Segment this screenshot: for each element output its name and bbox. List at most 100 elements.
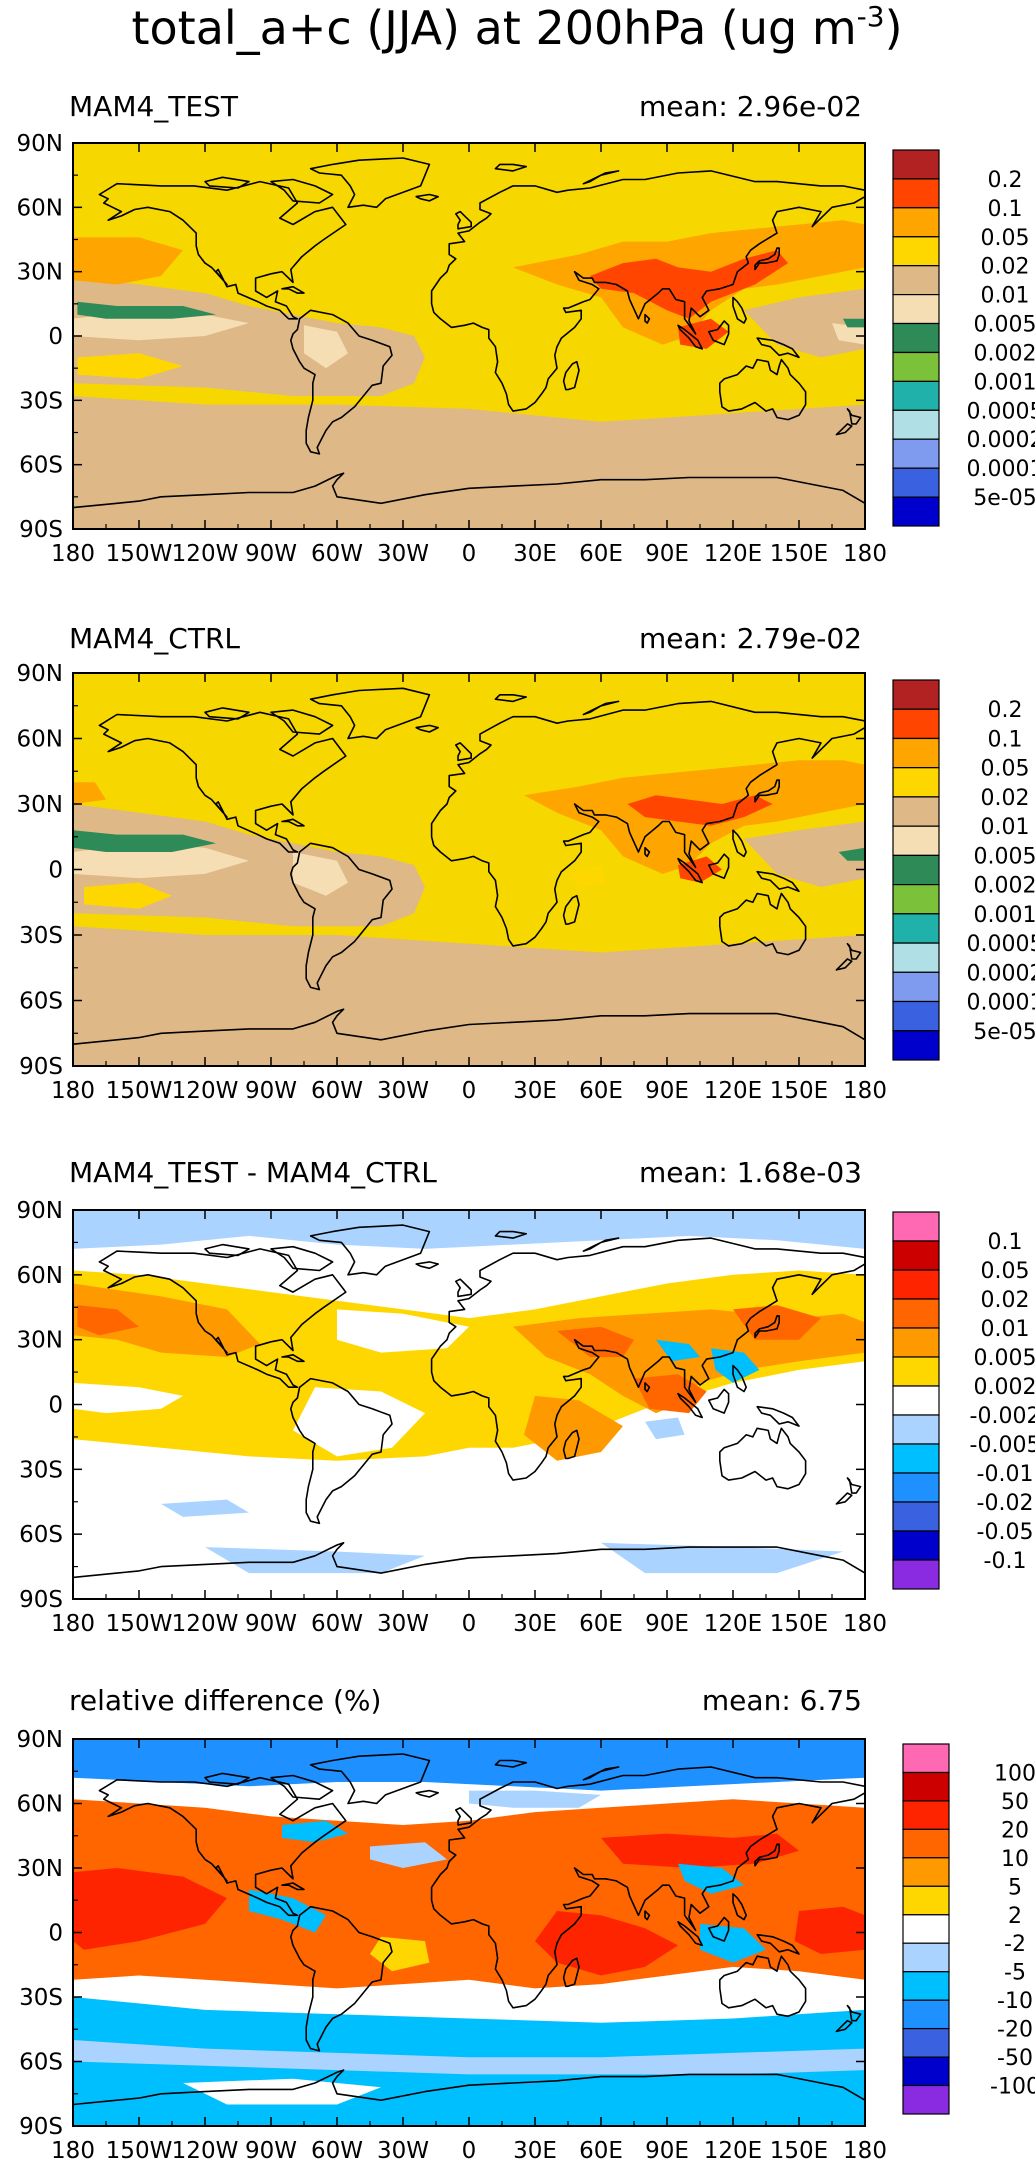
colorbar-level-label: 10 [1001,1847,1029,1872]
colorbar-swatch [902,1743,950,1774]
coastline-new-zealand-south [835,1492,853,1505]
contour-region-5 [73,1868,227,1950]
colorbar-level-label: 0.1 [988,1230,1023,1255]
colorbar-level-label: 0.005 [974,1346,1035,1371]
panel-rel: relative difference (%) mean: 6.75 180 15… [17,1684,1035,2164]
coastline-madagascar [562,360,580,391]
coastline-japan [754,1843,781,1867]
coastline-australia [718,1427,807,1490]
coastline-borneo [707,320,730,346]
x-tick-label: 120E [704,1078,762,1104]
colorbar-swatch [902,1885,950,1916]
coastline-borneo [707,1916,730,1942]
x-tick-label: 120E [704,541,762,567]
coastline-baffin [270,709,334,735]
colorbar-swatch [892,1298,940,1329]
colorbar-level-label: -10 [997,1989,1033,2014]
panel-diff-colorbar: 0.1 0.05 0.02 0.01 0.005 0.002 -0.002 -0.005 -0.… [892,1211,1035,1590]
x-tick-label: 150E [770,1078,828,1104]
x-tick-label: 60E [579,541,623,567]
x-tick-label: 30W [377,1078,429,1104]
y-tick-label: 90N [17,131,63,157]
coastline-japan [754,1315,781,1339]
coastline-iceland [415,1261,440,1270]
x-tick-label: 180 [843,541,887,567]
y-tick-label: 0 [48,324,63,350]
coastline-cuba [281,285,305,294]
contour-region-16 [601,1542,843,1574]
colorbar-level-label: 0.0001 [967,457,1035,482]
panel-test: MAM4_TEST mean: 2.96e-02 180 150W 120W 90W 6… [17,90,1035,567]
x-tick-label: 60E [579,1611,623,1637]
panel-ctrl-contours [73,760,865,1066]
contour-region-2 [744,821,865,887]
colorbar-swatch [902,1771,950,1802]
contour-region-0 [73,926,865,1066]
panel-test-title: MAM4_TEST [69,90,239,123]
colorbar-level-label: 0.01 [981,1317,1030,1342]
panel-diff-title: MAM4_TEST - MAM4_CTRL [69,1156,437,1189]
colorbar-level-label: 0.05 [981,757,1030,782]
contour-region-3 [73,1382,183,1414]
colorbar-level-label: -5 [1004,1961,1026,1986]
coastline-north-america [98,180,347,320]
coastline-africa-eurasia [430,700,865,947]
x-tick-label: 0 [462,541,477,567]
coastline-britain [454,1807,473,1826]
coastline-sumatra [677,1392,704,1419]
colorbar-swatch [892,1211,940,1242]
contour-region-8 [73,782,106,804]
coastline-svalbard [494,1759,528,1768]
x-tick-label: 30W [377,1611,429,1637]
coastline-cuba [281,818,305,827]
contour-region-4 [293,1387,425,1457]
colorbar-swatch [892,1240,940,1271]
colorbar-swatch [892,737,940,769]
coastline-new-zealand-south [835,423,853,436]
x-tick-label: 180 [843,1611,887,1637]
colorbar-swatch [892,496,940,527]
colorbar-swatch [902,1971,950,2001]
colorbar-swatch [892,913,940,944]
coastline-philippines [732,829,748,858]
y-tick-label: 90S [19,2114,63,2140]
x-tick-label: 30E [513,541,557,567]
contour-region-5 [304,325,348,369]
x-tick-label: 150E [770,541,828,567]
coastline-philippines [732,1893,748,1921]
coastline-new-guinea [756,870,800,893]
colorbar-swatch [892,971,940,1003]
y-tick-label: 90N [17,1727,63,1753]
colorbar-swatch [892,942,940,973]
colorbar-swatch [892,1030,940,1061]
x-tick-label: 0 [462,1078,477,1104]
y-tick-label: 60S [19,1522,63,1548]
contour-region-3 [183,2078,381,2105]
x-tick-label: 120W [172,2138,239,2164]
coastline-britain [454,1278,473,1298]
colorbar-level-label: -0.01 [977,1462,1034,1487]
y-tick-label: 60S [19,989,63,1015]
coastline-victoria-island [204,1772,250,1785]
contour-region-10 [627,795,773,826]
y-tick-label: 90N [17,1198,63,1224]
contour-region-12 [568,865,606,887]
panel-rel-mean: mean: 6.75 [702,1684,862,1717]
y-tick-label: 90N [17,661,63,687]
coastline-victoria-island [204,176,250,189]
contour-region-0 [73,396,865,529]
y-tick-label: 0 [48,858,63,884]
colorbar-level-label: -100 [990,2075,1035,2100]
coastline-africa-eurasia [430,1766,865,2009]
colorbar-swatch [902,1857,950,1887]
colorbar-level-label: 5e-05 [973,486,1035,511]
colorbar-level-label: -0.002 [970,1404,1035,1429]
colorbar-level-label: 0.02 [981,255,1030,280]
colorbar-level-label: 0.05 [981,1259,1030,1284]
x-tick-label: 150W [106,2138,173,2164]
x-tick-label: 30W [377,541,429,567]
coastline-north-america [98,1776,347,1917]
coastline-sri-lanka [644,846,651,858]
panel-test-contours [73,220,865,529]
